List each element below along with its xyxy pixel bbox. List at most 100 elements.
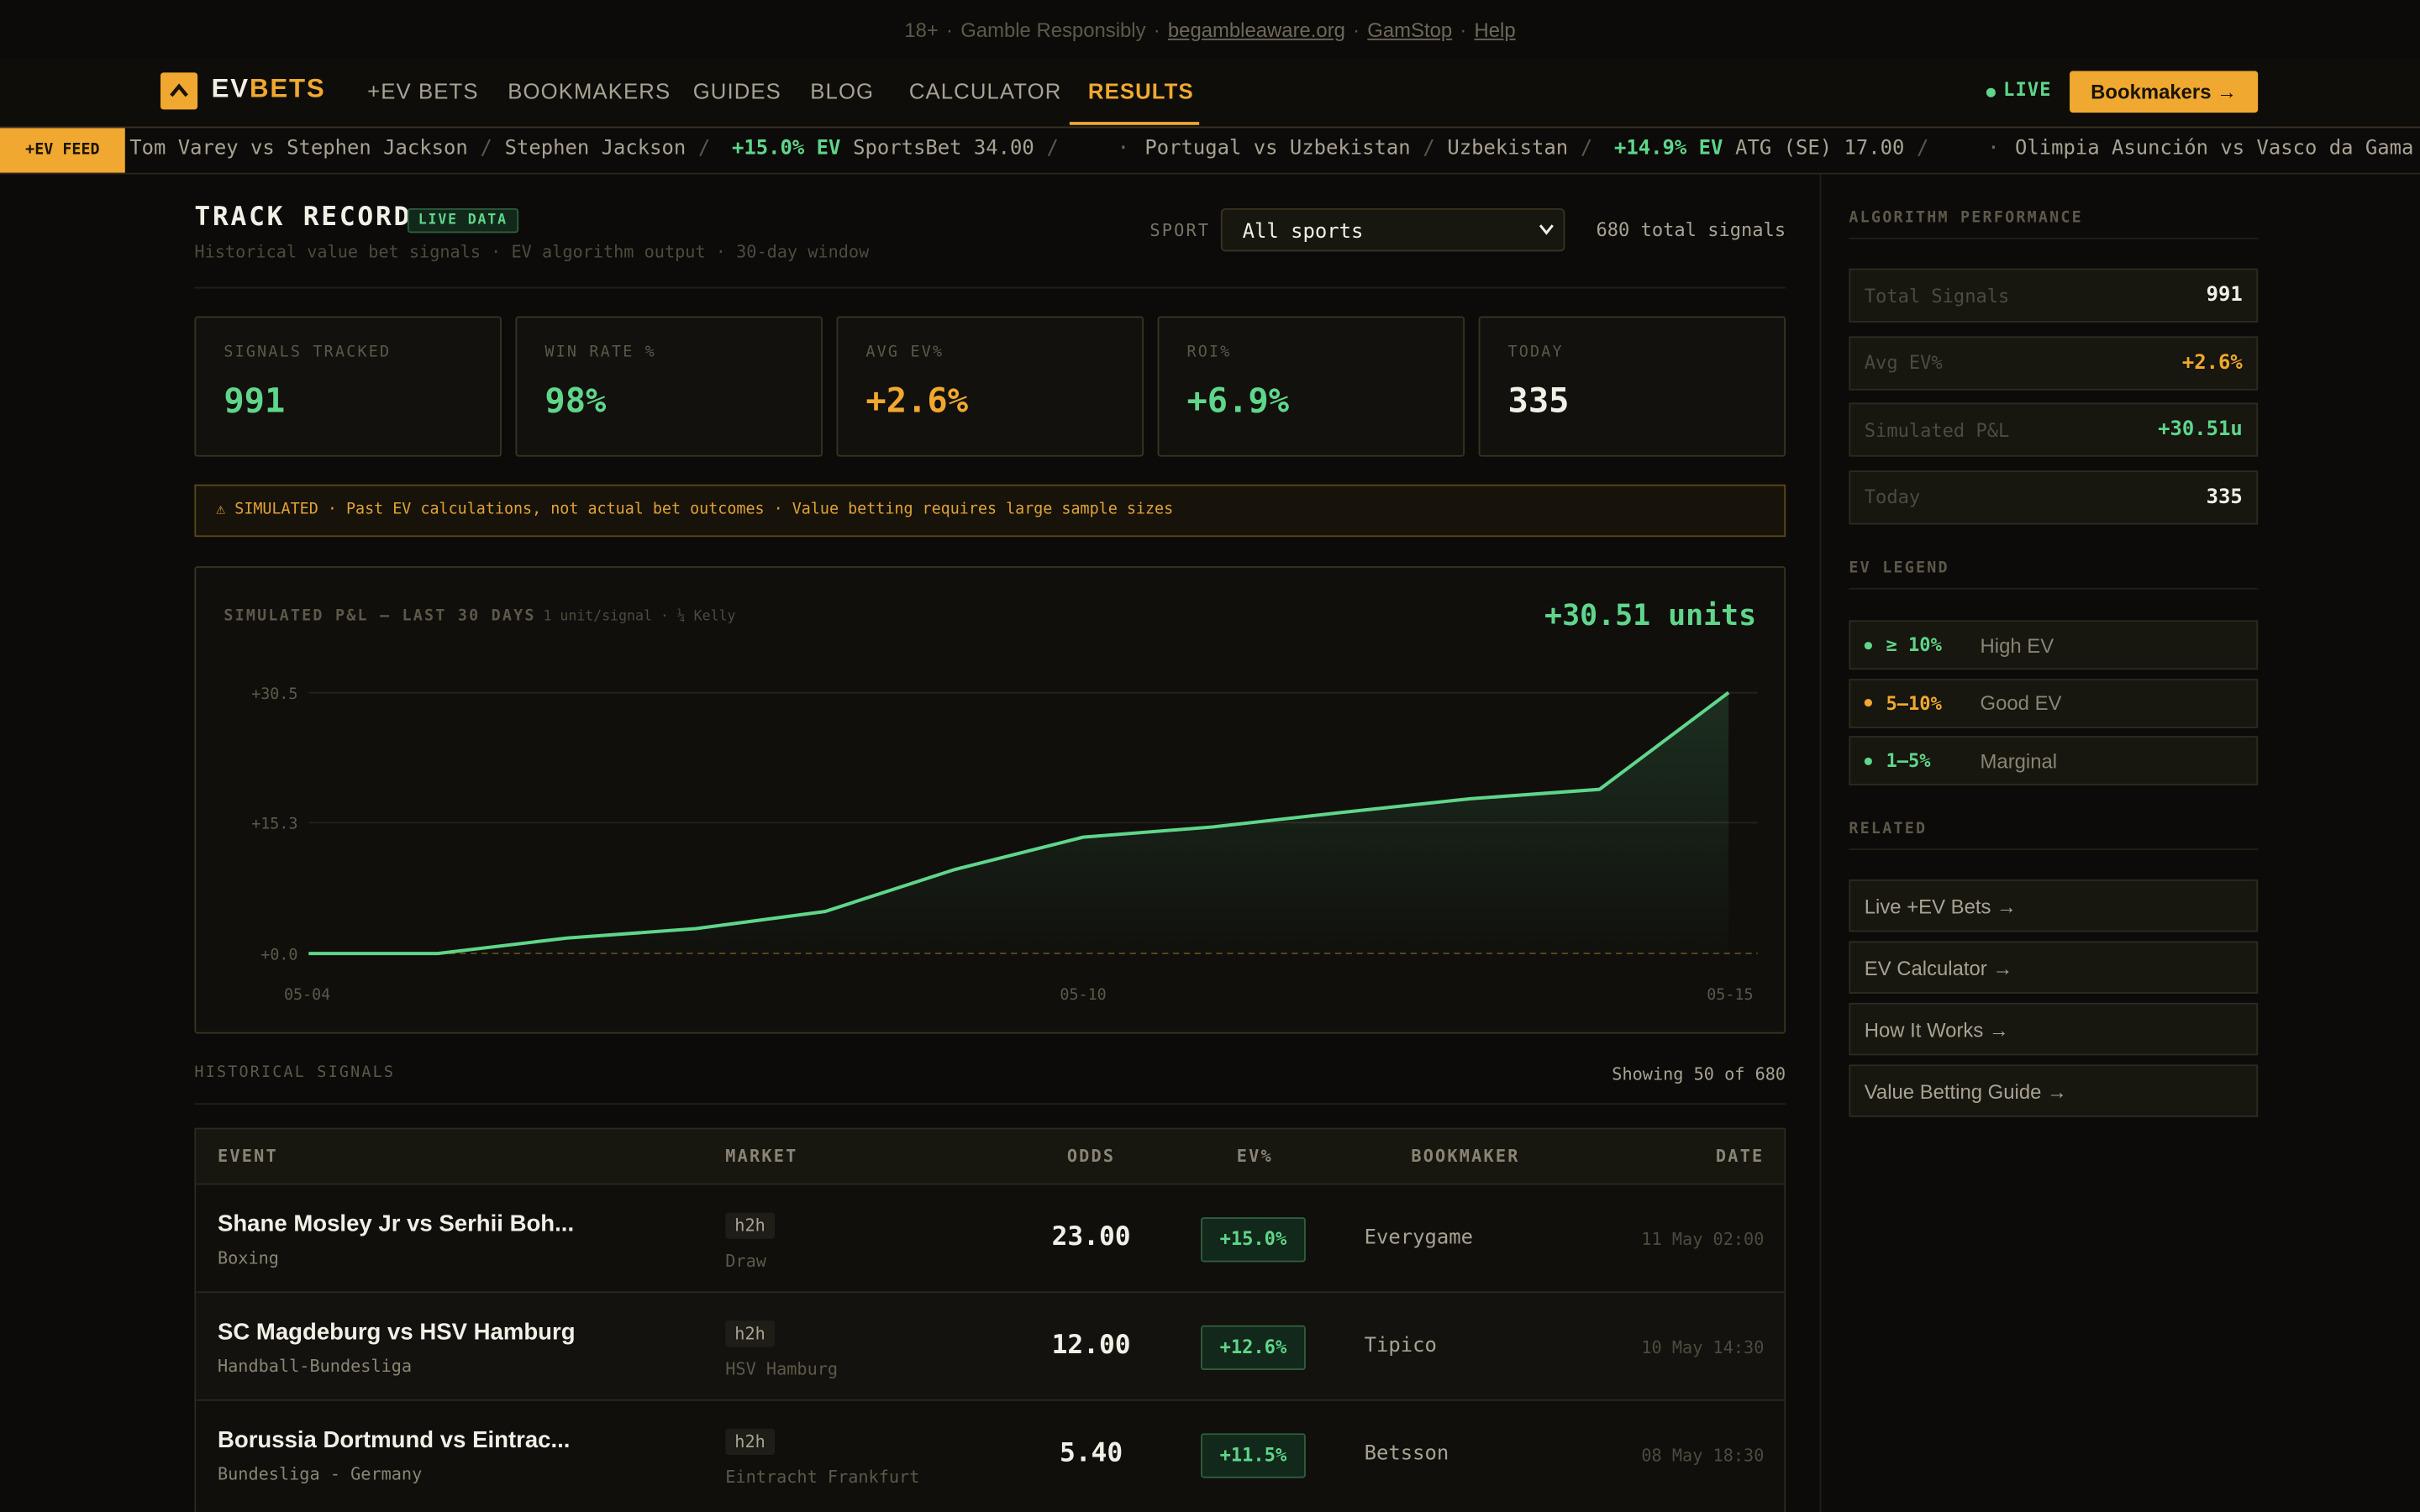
- page-title: TRACK RECORD: [194, 202, 413, 234]
- legend-dot: [1864, 699, 1872, 707]
- stat-label: WIN RATE %: [544, 344, 657, 361]
- legend-dot: [1864, 641, 1872, 649]
- pnl-area: [308, 692, 1729, 954]
- logo-icon[interactable]: [160, 72, 198, 110]
- sidebar-heading: EV LEGEND: [1849, 559, 1949, 577]
- stat-label: AVG EV%: [865, 344, 944, 361]
- chart-title: SIMULATED P&L — LAST 30 DAYS: [224, 607, 536, 625]
- nav-link[interactable]: +EV BETS: [367, 78, 479, 104]
- bookmakers-button[interactable]: Bookmakers →: [2070, 71, 2259, 113]
- metric-label: Total Signals: [1864, 284, 2010, 307]
- ticker-event: Tom Varey vs Stephen Jackson: [129, 137, 468, 161]
- sidebar-heading: ALGORITHM PERFORMANCE: [1849, 209, 2083, 228]
- ticker-ev: +14.9% EV: [1613, 137, 1723, 161]
- related-link[interactable]: EV Calculator →: [1849, 941, 2259, 994]
- nav-link[interactable]: BLOG: [810, 78, 875, 104]
- section-label: HISTORICAL SIGNALS: [194, 1064, 396, 1082]
- related-link[interactable]: Value Betting Guide →: [1849, 1064, 2259, 1117]
- ticker-slash: /: [1580, 137, 1593, 161]
- legend-range: 5–10%: [1886, 691, 1942, 714]
- legend-label: Marginal: [1980, 748, 2058, 773]
- ticker-separator: ·: [1987, 137, 2000, 161]
- signal-row: Shane Mosley Jr vs Serhii Boh... Boxing h2…: [196, 1183, 1785, 1294]
- logo-text: BETS: [249, 74, 326, 104]
- related-link[interactable]: How It Works →: [1849, 1002, 2259, 1056]
- ticker-pick: Stephen Jackson: [504, 137, 687, 161]
- stat-value: 991: [224, 382, 286, 422]
- column-header: DATE: [1715, 1146, 1765, 1167]
- nav-link[interactable]: RESULTS: [1087, 78, 1194, 104]
- odds: 5.40: [1059, 1437, 1123, 1469]
- responsible-gambling-bar: 18+ · Gamble Responsibly · begambleaware.org…: [0, 0, 2420, 60]
- nav-link[interactable]: CALCULATOR: [908, 78, 1062, 104]
- ev-badge: +15.0%: [1200, 1217, 1306, 1263]
- stat-label: TODAY: [1507, 344, 1564, 361]
- sidebar-heading: RELATED: [1849, 821, 1928, 838]
- divider: [1819, 174, 1822, 1512]
- ev-badge: +11.5%: [1200, 1433, 1306, 1478]
- nav-link[interactable]: BOOKMAKERS: [508, 78, 671, 104]
- help-link[interactable]: GamStop: [1367, 18, 1453, 41]
- divider: [1849, 848, 2259, 851]
- stat-card: AVG EV% +2.6%: [836, 316, 1144, 457]
- legend-dot: [1864, 756, 1872, 765]
- ticker-slash: /: [697, 137, 711, 161]
- column-header: EV%: [1236, 1146, 1273, 1167]
- performance-row: Avg EV% +2.6%: [1849, 335, 2259, 390]
- logo[interactable]: EVBETS: [212, 74, 326, 105]
- live-data-badge: LIVE DATA: [407, 207, 518, 234]
- live-indicator: LIVE: [2003, 78, 2052, 101]
- bookmaker: Everygame: [1364, 1226, 1474, 1250]
- notice: 18+: [904, 18, 939, 41]
- stat-value: +6.9%: [1186, 382, 1290, 422]
- notice: Gamble Responsibly: [960, 18, 1146, 41]
- chart-total: +30.51 units: [1544, 598, 1757, 633]
- event-name: Shane Mosley Jr vs Serhii Boh...: [217, 1210, 575, 1238]
- metric-value: 335: [2206, 485, 2243, 509]
- date: 10 May 14:30: [1641, 1337, 1765, 1358]
- league: Bundesliga - Germany: [217, 1464, 423, 1484]
- legend-range: ≥ 10%: [1886, 633, 1942, 656]
- help-link[interactable]: begambleaware.org: [1167, 18, 1345, 41]
- select-value: All sports: [1242, 220, 1364, 244]
- stat-card: TODAY 335: [1478, 316, 1786, 457]
- metric-label: Today: [1864, 486, 1921, 508]
- market-badge: h2h: [725, 1428, 775, 1456]
- divider: [1849, 587, 2259, 590]
- metric-label: Simulated P&L: [1864, 418, 2010, 441]
- ticker-slash: /: [1046, 137, 1059, 161]
- legend-label: High EV: [1980, 633, 2054, 657]
- signal-row: SC Magdeburg vs HSV Hamburg Handball-Bund…: [196, 1291, 1785, 1401]
- stat-value: +2.6%: [865, 382, 969, 422]
- x-tick-label: 05-10: [1060, 986, 1106, 1004]
- help-link[interactable]: Help: [1474, 18, 1516, 41]
- nav-link[interactable]: GUIDES: [692, 78, 781, 104]
- y-tick-label: +0.0: [260, 946, 297, 963]
- event-name: SC Magdeburg vs HSV Hamburg: [217, 1319, 576, 1346]
- ticker-pick: Uzbekistan: [1447, 137, 1569, 161]
- logo-text: EV: [211, 74, 250, 104]
- navbar: EVBETS LIVE Bookmakers → +EV BETS BOOKMAK…: [0, 58, 2420, 129]
- league: Boxing: [217, 1247, 279, 1268]
- metric-label: Avg EV%: [1864, 351, 1943, 374]
- legend-range: 1–5%: [1886, 749, 1931, 772]
- stat-label: SIGNALS TRACKED: [224, 344, 392, 361]
- column-header: EVENT: [217, 1146, 278, 1167]
- ticker-separator: ·: [1117, 137, 1130, 161]
- stat-label: ROI%: [1186, 344, 1232, 361]
- pnl-line: [308, 690, 1730, 956]
- sport-select[interactable]: All sports: [1220, 207, 1565, 252]
- related-link[interactable]: Live +EV Bets →: [1849, 879, 2259, 932]
- separator: ·: [1353, 18, 1360, 41]
- market-badge: h2h: [725, 1320, 775, 1347]
- live-dot: [1986, 87, 1996, 97]
- simulation-warning: ⚠ SIMULATED · Past EV calculations, not …: [194, 484, 1786, 538]
- market-badge: h2h: [725, 1212, 775, 1239]
- legend-row: ≥ 10% High EV: [1849, 620, 2259, 670]
- separator: ·: [1153, 18, 1160, 41]
- table-header: [196, 1129, 1785, 1185]
- x-tick-label: 05-15: [1707, 986, 1753, 1004]
- ticker-event: Olimpia Asunción vs Vasco da Gama: [2014, 137, 2414, 161]
- metric-value: 991: [2206, 283, 2243, 307]
